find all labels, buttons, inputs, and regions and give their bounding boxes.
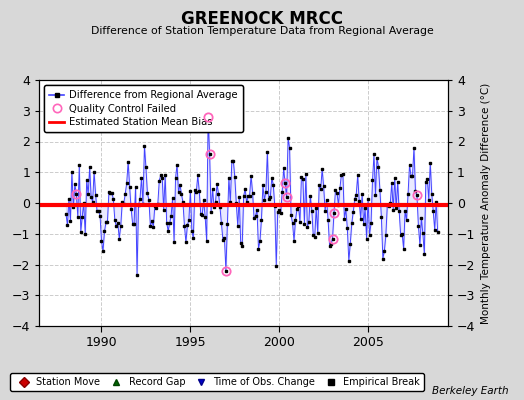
Text: Difference of Station Temperature Data from Regional Average: Difference of Station Temperature Data f… (91, 26, 433, 36)
Legend: Station Move, Record Gap, Time of Obs. Change, Empirical Break: Station Move, Record Gap, Time of Obs. C… (10, 373, 424, 391)
Text: Berkeley Earth: Berkeley Earth (432, 386, 508, 396)
Y-axis label: Monthly Temperature Anomaly Difference (°C): Monthly Temperature Anomaly Difference (… (481, 82, 491, 324)
Text: GREENOCK MRCC: GREENOCK MRCC (181, 10, 343, 28)
Legend: Difference from Regional Average, Quality Control Failed, Estimated Station Mean: Difference from Regional Average, Qualit… (45, 85, 243, 132)
